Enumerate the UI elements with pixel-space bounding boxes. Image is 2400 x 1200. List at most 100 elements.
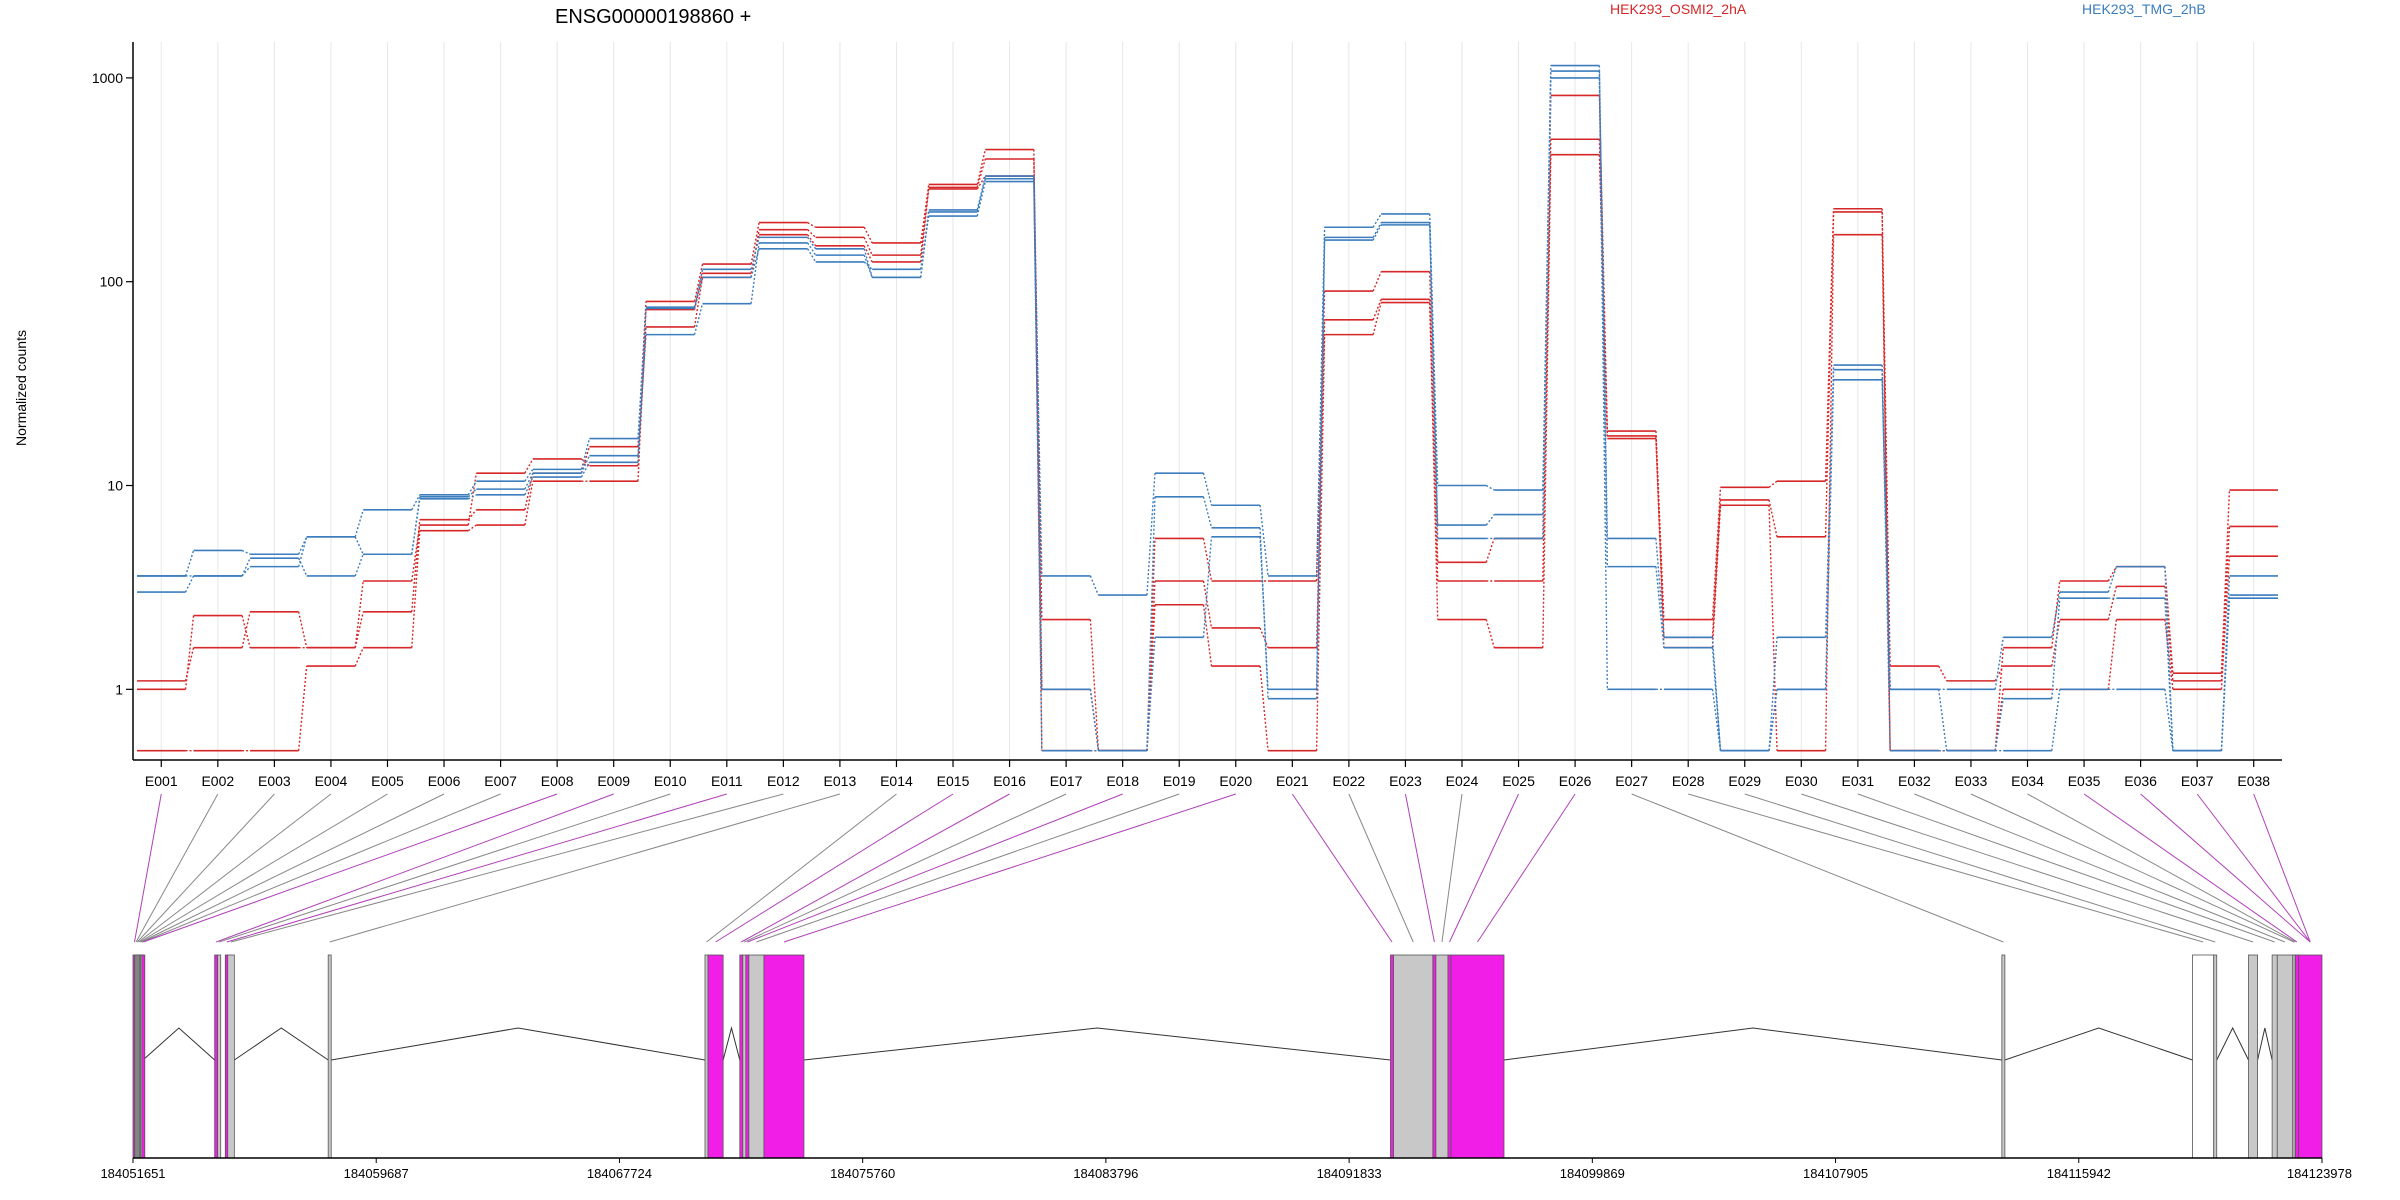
- exon-label-e018: E018: [1106, 773, 1139, 789]
- exon-label-e020: E020: [1219, 773, 1252, 789]
- series-5-link-2: [241, 557, 251, 577]
- series-4-link-2: [241, 549, 251, 555]
- intron-8: [142, 1027, 216, 1061]
- series-3-link-20: [1259, 666, 1269, 751]
- series-2-link-28: [1711, 499, 1722, 638]
- series-4-link-35: [2107, 566, 2118, 593]
- series-5: [137, 70, 2278, 752]
- series-4-link-33: [1994, 637, 2004, 690]
- series-6-link-8: [580, 461, 591, 478]
- series-2: [137, 138, 2278, 752]
- exon-box-e023: [1432, 954, 1437, 1159]
- series-1-link-3: [297, 611, 308, 648]
- exon-box-e021: [1390, 954, 1394, 1159]
- series-5-link-24: [1485, 514, 1495, 526]
- series-6-link-21: [1315, 240, 1326, 690]
- exon-link-e004: [138, 793, 332, 943]
- exon-link-e028: [1688, 793, 2204, 943]
- series-5-link-34: [2051, 598, 2061, 699]
- genomic-coordinate-6: 184091833: [1317, 1166, 1382, 1181]
- exon-mapping-lines: [134, 793, 2311, 943]
- series-1-link-34: [2051, 580, 2061, 648]
- series-6-link-22: [1372, 224, 1382, 241]
- series-1-link-1: [184, 647, 195, 682]
- series-3-link-23: [1429, 302, 1439, 620]
- series-4-link-1: [184, 550, 195, 577]
- exon-link-e008: [143, 793, 558, 943]
- exon-label-e017: E017: [1050, 773, 1083, 789]
- exon-box-e028: [2192, 954, 2215, 1159]
- exon-label-e036: E036: [2124, 773, 2157, 789]
- series-5-link-9: [637, 334, 647, 456]
- intron-13: [331, 1027, 706, 1061]
- series-4-link-6: [467, 480, 477, 496]
- series-5-link-22: [1372, 222, 1382, 238]
- exon-label-e032: E032: [1898, 773, 1931, 789]
- series-1-link-18: [1146, 538, 1156, 751]
- series-4-link-18: [1146, 473, 1156, 596]
- genomic-coordinate-1: 184051651: [100, 1166, 165, 1181]
- series-6: [137, 77, 2278, 752]
- series-2-link-27: [1655, 435, 1665, 638]
- series-6-link-12: [807, 248, 817, 263]
- series-4-link-19: [1202, 472, 1213, 506]
- exon-box-e017: [742, 954, 747, 1159]
- series-6-link-3: [297, 536, 308, 567]
- series-1-link-2: [241, 611, 251, 648]
- series-3-link-27: [1655, 438, 1665, 648]
- exon-link-e027: [1631, 793, 2004, 943]
- exon-link-e036: [2140, 793, 2311, 943]
- axes: 1 10 100 1000 E001 E002 E003 E004 E005 E006 E007 E0…: [92, 42, 2282, 789]
- series-1-link-6: [467, 509, 477, 521]
- series-2-link-1: [184, 615, 195, 690]
- genomic-coordinate-9: 184115942: [2047, 1166, 2111, 1181]
- series-2-link-6: [467, 473, 478, 526]
- series-2-link-25: [1542, 139, 1552, 582]
- vertical-gridlines: [160, 42, 2255, 760]
- exon-link-e001: [134, 793, 162, 943]
- exon-link-e020: [783, 793, 1236, 943]
- genomic-coordinate-3: 184067724: [587, 1166, 652, 1181]
- series-1-link-28: [1711, 487, 1722, 620]
- series-3-link-21: [1315, 334, 1326, 751]
- series-1-link-29: [1768, 480, 1778, 488]
- exon-box-e026: [1450, 954, 1505, 1159]
- exon-link-e007: [141, 793, 501, 943]
- series-4-link-3: [298, 536, 308, 555]
- series-5-link-31: [1881, 369, 1891, 751]
- series-2-link-29: [1768, 499, 1778, 537]
- series-4-link-28: [1711, 637, 1722, 751]
- series-2-link-4: [354, 580, 364, 648]
- series-3-link-13: [863, 245, 873, 263]
- series-2-link-17: [1089, 619, 1100, 751]
- exon-box-e016: [739, 954, 744, 1159]
- exon-box-e022: [1393, 954, 1434, 1159]
- intron-30: [2257, 1027, 2273, 1061]
- exon-box-e008: [141, 954, 146, 1159]
- exon-label-e025: E025: [1502, 773, 1535, 789]
- series-6-link-18: [1146, 637, 1156, 751]
- exon-label-e028: E028: [1672, 773, 1705, 789]
- exon-label-e033: E033: [1955, 773, 1988, 789]
- exon-label-e005: E005: [371, 773, 404, 789]
- series-1-link-24: [1485, 538, 1495, 563]
- exon-label-e024: E024: [1446, 773, 1479, 789]
- exon-link-e014: [706, 793, 897, 943]
- exon-link-e037: [2196, 793, 2311, 943]
- series-3-link-22: [1372, 302, 1382, 335]
- exon-label-e014: E014: [880, 773, 913, 789]
- exon-box-e024: [1435, 954, 1449, 1159]
- exon-label-e031: E031: [1842, 773, 1875, 789]
- exon-box-e025: [1447, 954, 1452, 1159]
- series-4-link-8: [580, 438, 591, 470]
- series-2-link-10: [693, 277, 704, 328]
- series-5-link-27: [1655, 566, 1665, 648]
- exon-box-e015: [707, 954, 724, 1159]
- exon-label-e002: E002: [201, 773, 234, 789]
- series-6-link-4: [354, 536, 364, 555]
- series-lines: [137, 64, 2278, 752]
- intron-15: [722, 1026, 741, 1061]
- series-6-link-32: [1937, 689, 1948, 751]
- series-5-link-7: [524, 472, 534, 490]
